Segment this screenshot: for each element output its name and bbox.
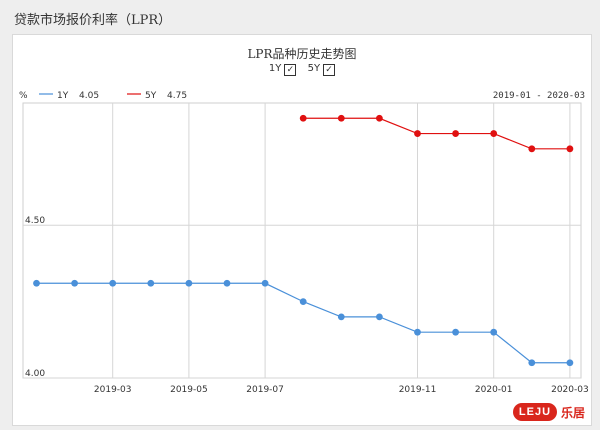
y-tick-label: 4.50 (25, 216, 45, 226)
data-point-1y (33, 279, 40, 287)
data-point-5y (376, 114, 383, 122)
data-point-1y (71, 279, 78, 287)
data-point-5y (414, 130, 421, 137)
data-point-5y (337, 114, 345, 122)
series (33, 114, 574, 367)
series-line-5y (303, 117, 570, 150)
series-toggles: 1Y ✓ 5Y ✓ (13, 63, 591, 76)
series-line-1y (36, 282, 570, 364)
plot-border (22, 102, 582, 379)
data-point-5y (566, 145, 574, 153)
data-point-5y (490, 130, 498, 137)
data-point-1y (261, 279, 269, 287)
toggle-1y-label: 1Y (268, 63, 282, 74)
page-title: 贷款市场报价利率（LPR） (14, 13, 172, 28)
data-point-1y (147, 279, 155, 287)
data-point-5y (528, 145, 536, 153)
x-tick-label: 2019-11 (399, 385, 437, 395)
leju-logo-text: 乐居 (560, 405, 585, 420)
checkbox-1y[interactable]: ✓ (284, 64, 297, 76)
x-tick-label: 2019-05 (170, 385, 208, 395)
grid (22, 102, 582, 379)
x-tick-label: 2020-03 (551, 385, 589, 395)
checkbox-5y[interactable]: ✓ (323, 64, 336, 76)
legend-1y-name: 1Y (57, 91, 69, 101)
x-tick-label: 2019-03 (94, 385, 132, 395)
chart-title: LPR品种历史走势图 (247, 47, 357, 61)
x-tick-label: 2019-07 (246, 385, 284, 395)
data-point-1y (566, 359, 574, 367)
data-point-5y (452, 130, 459, 137)
leju-logo-badge: LEJU (512, 403, 557, 421)
x-axis-ticks: 2019-03 2019-05 2019-07 2019-11 2020-01 2020-… (94, 385, 589, 395)
legend-1y[interactable]: 1Y 4.05 (39, 91, 99, 101)
x-tick-label: 2020-01 (475, 385, 513, 395)
data-point-1y (490, 328, 498, 336)
y-tick-label: 4.00 (25, 369, 45, 379)
data-point-1y (414, 328, 421, 336)
data-point-1y (376, 313, 383, 321)
data-point-1y (337, 313, 345, 321)
data-point-5y (299, 114, 307, 122)
data-point-1y (223, 279, 231, 287)
legend-5y-name: 5Y (145, 91, 157, 101)
data-point-1y (452, 328, 459, 336)
data-point-1y (109, 279, 117, 287)
legend-1y-value: 4.05 (79, 91, 99, 101)
y-axis-unit-label: % (19, 91, 28, 101)
chart-panel: LPR品种历史走势图 1Y ✓ 5Y ✓ % 1Y 4.05 5Y 4.75 201… (12, 34, 592, 426)
data-point-1y (528, 359, 536, 367)
line-chart: % 1Y 4.05 5Y 4.75 2019-01 - 2020-03 2019… (19, 91, 589, 395)
toggle-1y[interactable]: 1Y ✓ (268, 63, 297, 76)
date-range-label: 2019-01 - 2020-03 (493, 91, 585, 101)
toggle-5y[interactable]: 5Y ✓ (307, 63, 336, 76)
leju-logo: LEJU 乐居 (512, 403, 585, 421)
legend-5y[interactable]: 5Y 4.75 (127, 91, 187, 101)
data-point-1y (185, 279, 193, 287)
data-point-1y (299, 298, 307, 306)
legend-5y-value: 4.75 (167, 91, 187, 101)
toggle-5y-label: 5Y (307, 63, 321, 74)
y-axis-ticks: 4.50 4.00 (25, 216, 45, 379)
